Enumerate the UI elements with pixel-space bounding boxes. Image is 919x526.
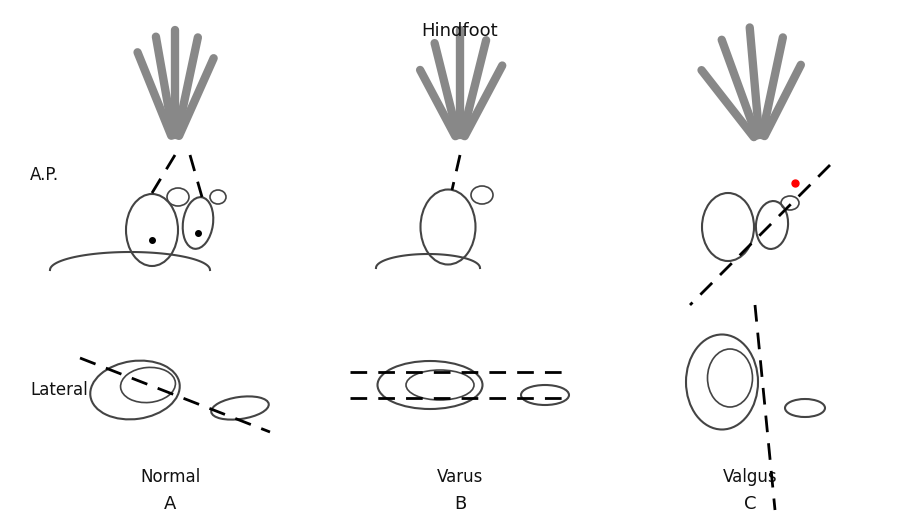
Text: Normal: Normal <box>140 468 200 486</box>
Text: Valgus: Valgus <box>722 468 777 486</box>
Text: Lateral: Lateral <box>30 381 87 399</box>
Text: Varus: Varus <box>437 468 483 486</box>
Text: Hindfoot: Hindfoot <box>422 22 498 40</box>
Text: A.P.: A.P. <box>30 166 59 184</box>
Text: C: C <box>743 495 756 513</box>
Text: A: A <box>164 495 176 513</box>
Text: B: B <box>454 495 466 513</box>
